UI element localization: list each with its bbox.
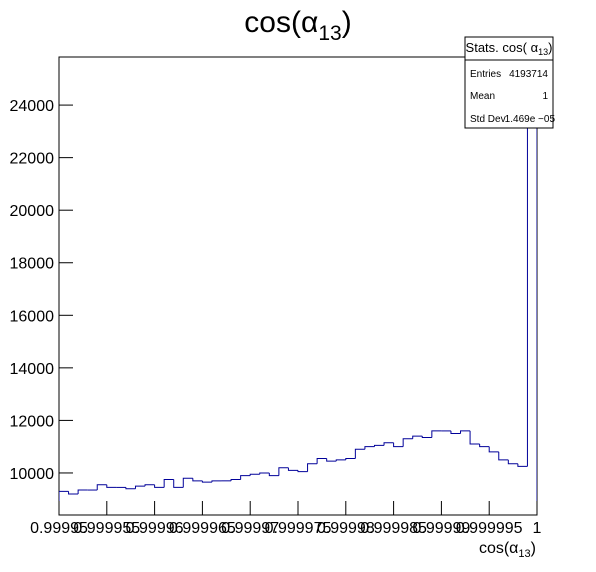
stats-title-part: Stats. cos( α [466,40,539,55]
histogram-bin [211,480,222,483]
stats-key: Entries [470,69,501,80]
histogram-bin [517,463,528,467]
histogram-bin [412,435,423,439]
histogram-bin [498,451,509,461]
title-part: cos(α [244,6,318,39]
x-tick-label: 0.99996 [126,520,184,537]
y-tick-label: 18000 [10,256,55,273]
histogram-bin [268,472,279,477]
histogram-bin [316,458,327,464]
stats-value: 1.469e −05 [505,114,556,125]
y-tick-label: 14000 [10,361,55,378]
histogram-bin [307,463,318,472]
y-tick-label: 16000 [10,308,55,325]
histogram-bin [134,485,146,489]
stats-title-part: ) [548,40,552,55]
histogram-bin [421,436,432,438]
y-tick-label: 12000 [10,413,55,430]
x-axis-label: cos(α13) [479,540,536,560]
histogram-bin [326,458,337,462]
histogram-bin [106,484,117,488]
histogram-bin [460,430,471,434]
histogram-bin [59,490,69,515]
histogram-bin [479,444,490,448]
stats-box: Stats. cos( α13) Entries 4193714 Mean 1 … [464,36,556,129]
histogram-bin [154,484,165,488]
histogram-bin [507,459,518,465]
histogram-bin [68,491,79,495]
histogram-bin [144,484,155,487]
stats-value: 4193714 [509,69,548,80]
histogram [59,57,537,515]
histogram-bin [345,458,356,460]
x-tick-label: 0.999955 [73,520,140,537]
x-tick-label: 0.999995 [456,520,523,537]
title-part: ) [342,6,352,39]
histogram-bin [240,475,251,480]
histogram-bin [488,446,499,453]
label-part: ) [531,540,536,557]
histogram-bin [297,470,308,473]
y-tick-label: 10000 [10,466,55,483]
chart-title: cos(α13) [244,6,351,45]
histogram-bin [125,487,136,490]
stats-frame [464,36,554,129]
histogram-bin [249,473,260,476]
y-tick-label: 22000 [10,151,55,168]
stats-key: Std Dev [470,114,506,125]
histogram-bin [230,479,241,481]
histogram-bin [354,448,365,459]
histogram-bin [373,444,385,447]
stats-value: 1 [542,91,548,102]
histogram-bin [96,484,107,491]
stats-title: Stats. cos( α13) [466,40,553,57]
stats-key: Mean [470,91,495,102]
stats-title-sub: 13 [538,47,548,57]
y-tick-label: 24000 [10,98,55,115]
histogram-bin [278,467,289,476]
label-part: cos(α [479,540,518,557]
x-tick-label: 1 [533,520,542,537]
x-tick-label: 0.99999 [412,520,470,537]
histogram-bin [201,480,212,483]
histogram-bin [469,430,480,445]
histogram-bin [364,446,375,450]
title-sub: 13 [318,22,341,45]
histogram-bin [431,430,442,438]
histogram-bin [335,459,346,462]
histogram-bin [383,442,394,446]
x-tick-label: 0.999985 [360,520,427,537]
x-tick-label: 0.999975 [265,520,332,537]
histogram-bin [393,442,404,448]
histogram-bin [163,479,174,488]
histogram-bin [402,438,413,447]
histogram-bin [259,472,270,475]
x-tick-label: 0.99997 [221,520,279,537]
histogram-bin [192,478,203,482]
x-tick-label: 0.99995 [30,520,88,537]
histogram-bin [173,479,184,488]
histogram-bin [77,489,88,494]
label-sub: 13 [518,548,530,560]
histogram-bin [182,477,193,488]
histogram-bin [450,430,461,435]
x-tick-label: 0.99998 [317,520,375,537]
x-tick-label: 0.999965 [169,520,236,537]
histogram-bin [287,467,298,471]
y-tick-label: 20000 [10,203,55,220]
